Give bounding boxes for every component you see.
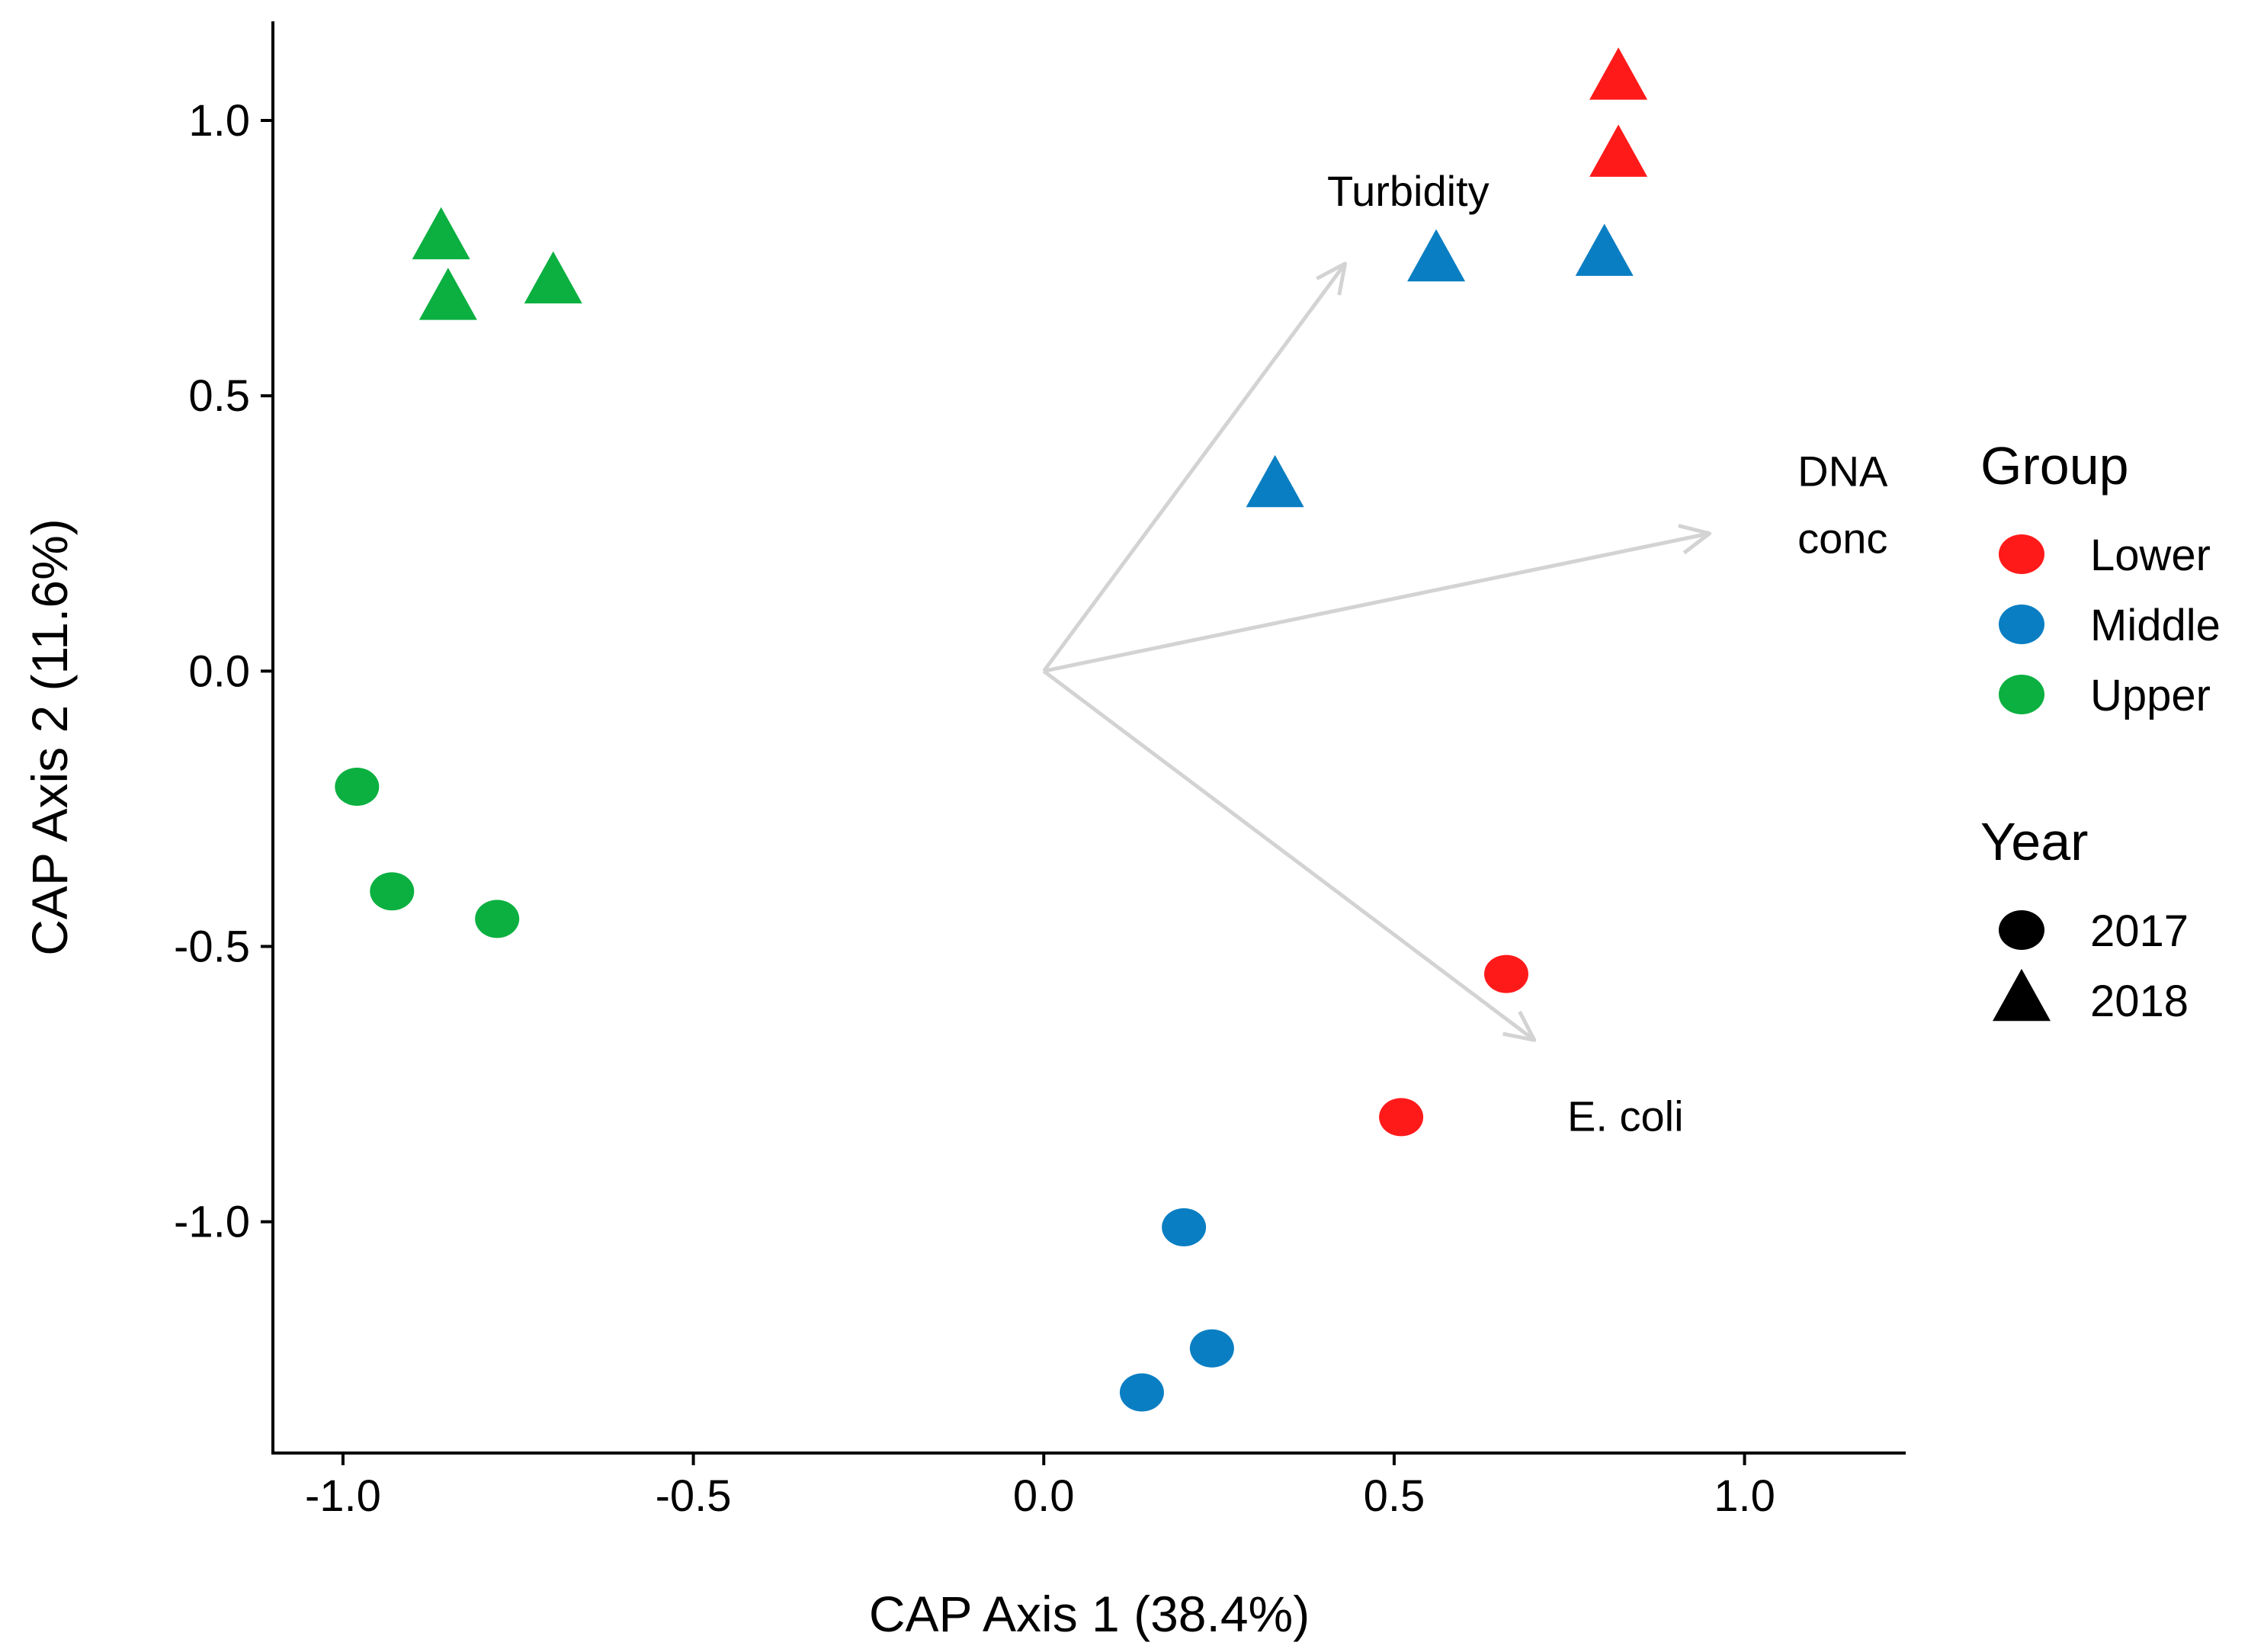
point-upper-2017	[370, 872, 415, 911]
vector-label-line: conc	[1797, 515, 1887, 563]
point-upper-2017	[335, 768, 380, 807]
vector-e-coli: E. coli	[1042, 669, 1684, 1140]
point-middle-2018	[1246, 454, 1304, 508]
y-tick-label: -1.0	[174, 1198, 250, 1247]
legend-item-2017: 2017	[1999, 906, 2189, 956]
vector-arrow-dna-conc	[1043, 531, 1711, 673]
point-middle-2018	[1407, 229, 1466, 282]
vector-arrowhead-e-coli	[1502, 1010, 1537, 1042]
x-axis-title: CAP Axis 1 (38.4%)	[869, 1586, 1310, 1642]
legend-swatch-2017	[1999, 910, 2044, 950]
point-upper-2018	[412, 207, 470, 260]
point-middle-2017	[1162, 1208, 1207, 1246]
legend-group-items: Lower Middle Upper	[1999, 531, 2221, 720]
x-tick-label: -0.5	[656, 1471, 732, 1521]
legend: Group Lower Middle Upper Year 2017 2018	[1980, 436, 2221, 1026]
vector-arrowhead-dna-conc	[1678, 524, 1712, 555]
vector-arrow-turbidity	[1042, 262, 1347, 672]
vector-arrowhead-turbidity	[1316, 261, 1348, 296]
point-lower-2017	[1483, 954, 1528, 993]
point-upper-2018	[418, 268, 477, 320]
vector-label-line: E. coli	[1567, 1092, 1684, 1140]
data-points	[335, 47, 1648, 1412]
vector-label-e-coli: E. coli	[1567, 1092, 1684, 1140]
legend-item-middle: Middle	[1999, 601, 2221, 650]
legend-swatch-upper	[1999, 675, 2044, 714]
point-middle-2018	[1575, 223, 1634, 276]
legend-label-upper: Upper	[2090, 671, 2211, 720]
x-tick-label: -1.0	[305, 1471, 381, 1521]
vector-turbidity: Turbidity	[1042, 167, 1490, 672]
y-tick-label: -0.5	[174, 922, 250, 971]
point-lower-2018	[1589, 47, 1648, 100]
vector-label-line: DNA	[1797, 447, 1888, 496]
vector-label-dna-conc: DNA conc	[1797, 447, 1888, 563]
legend-group-title: Group	[1980, 436, 2129, 496]
legend-label-middle: Middle	[2090, 601, 2221, 650]
y-tick-label: 1.0	[188, 96, 250, 146]
legend-label-2018: 2018	[2090, 977, 2189, 1026]
x-ticks: -1.0 -0.5 0.0 0.5 1.0	[305, 1453, 1775, 1521]
legend-item-lower: Lower	[1999, 531, 2211, 580]
axes: -1.0 -0.5 0.0 0.5 1.0 -1.0 -0.5 0.0 0.5 1.0 CAP …	[21, 21, 1906, 1642]
y-ticks: -1.0 -0.5 0.0 0.5 1.0	[174, 96, 273, 1247]
legend-label-lower: Lower	[2090, 531, 2211, 580]
legend-item-2018: 2018	[1993, 968, 2189, 1026]
legend-swatch-lower	[1999, 534, 2044, 574]
vector-label-line: Turbidity	[1327, 167, 1490, 215]
point-upper-2018	[524, 251, 582, 303]
legend-swatch-middle	[1999, 605, 2044, 644]
legend-item-upper: Upper	[1999, 671, 2211, 720]
point-middle-2017	[1189, 1329, 1234, 1368]
point-lower-2018	[1589, 124, 1648, 177]
legend-year-title: Year	[1980, 812, 2088, 871]
x-tick-label: 1.0	[1714, 1471, 1775, 1521]
legend-swatch-2018	[1993, 968, 2051, 1022]
x-tick-label: 0.5	[1364, 1471, 1425, 1521]
vector-label-turbidity: Turbidity	[1327, 167, 1490, 215]
y-tick-label: 0.5	[188, 371, 250, 421]
vector-arrow-e-coli	[1042, 669, 1536, 1042]
x-tick-label: 0.0	[1013, 1471, 1075, 1521]
biplot-vectors: Turbidity DNA conc E. coli	[1042, 167, 1888, 1140]
y-tick-label: 0.0	[188, 646, 250, 696]
legend-year-items: 2017 2018	[1993, 906, 2189, 1026]
point-lower-2017	[1379, 1098, 1424, 1137]
vector-dna-conc: DNA conc	[1043, 447, 1888, 673]
y-axis-title: CAP Axis 2 (11.6%)	[21, 518, 78, 955]
point-upper-2017	[475, 900, 520, 938]
legend-label-2017: 2017	[2090, 906, 2189, 956]
point-middle-2017	[1119, 1373, 1164, 1412]
